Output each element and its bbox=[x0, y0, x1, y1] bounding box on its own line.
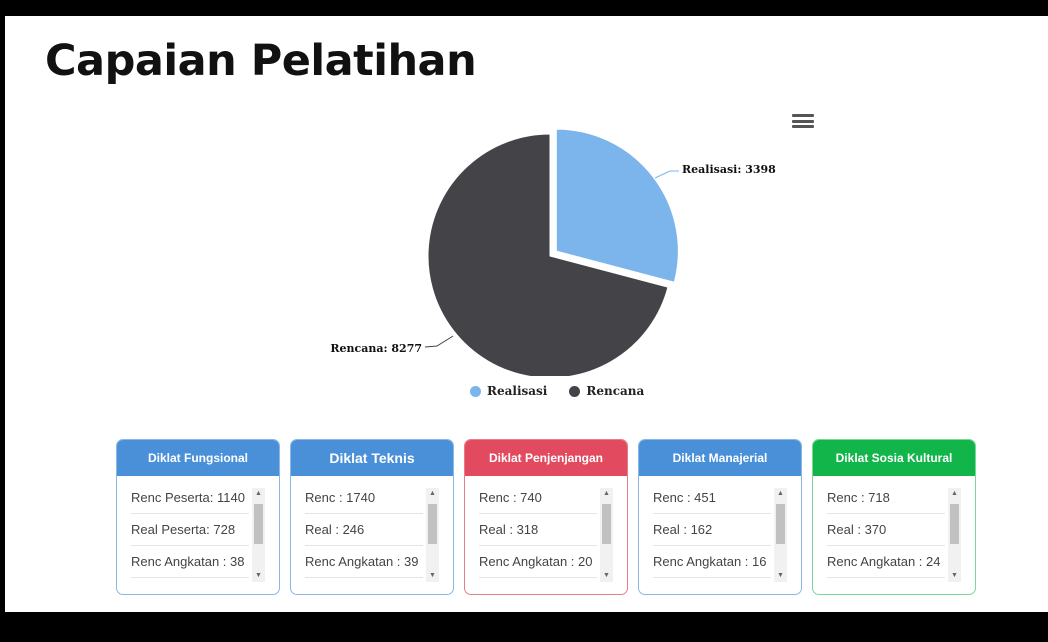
list-item: Real : 370 bbox=[827, 514, 945, 546]
scrollbar-thumb[interactable] bbox=[776, 504, 785, 544]
list-item: Renc Peserta: 1140 bbox=[131, 482, 249, 514]
scroll-down-arrow-icon[interactable]: ▼ bbox=[951, 572, 958, 579]
scrollbar-thumb[interactable] bbox=[254, 504, 263, 544]
card-list[interactable]: Renc : 451 Real : 162 Renc Angkatan : 16 ▲ ▼ bbox=[639, 476, 801, 582]
scroll-up-arrow-icon[interactable]: ▲ bbox=[429, 490, 436, 497]
list-item: Real Peserta: 728 bbox=[131, 514, 249, 546]
scrollbar[interactable]: ▲ ▼ bbox=[948, 488, 961, 582]
list-item: Renc Angkatan : 24 bbox=[827, 546, 945, 578]
list-item: Renc Angkatan : 20 bbox=[479, 546, 597, 578]
list-item: Real : 318 bbox=[479, 514, 597, 546]
scrollbar[interactable]: ▲ ▼ bbox=[774, 488, 787, 582]
legend-item-rencana[interactable]: Rencana bbox=[569, 384, 644, 398]
card-title: Diklat Manajerial bbox=[639, 440, 801, 476]
connector-rencana bbox=[424, 335, 454, 348]
connector-realisasi bbox=[654, 170, 679, 179]
card-list[interactable]: Renc : 718 Real : 370 Renc Angkatan : 24 ▲ ▼ bbox=[813, 476, 975, 582]
card-title: Diklat Sosia Kultural bbox=[813, 440, 975, 476]
scroll-down-arrow-icon[interactable]: ▼ bbox=[255, 572, 262, 579]
chart-legend: Realisasi Rencana bbox=[470, 384, 644, 398]
scroll-down-arrow-icon[interactable]: ▼ bbox=[603, 572, 610, 579]
card-diklat-fungsional: Diklat Fungsional Renc Peserta: 1140 Real … bbox=[116, 439, 280, 595]
card-title: Diklat Fungsional bbox=[117, 440, 279, 476]
data-label-rencana: Rencana: 8277 bbox=[330, 342, 422, 355]
pie-chart: Realisasi: 3398 Rencana: 8277 bbox=[330, 128, 776, 376]
slide-canvas: Capaian Pelatihan Realisasi: 3398 Rencana… bbox=[5, 16, 1048, 612]
hamburger-menu-icon[interactable] bbox=[792, 112, 814, 130]
scrollbar[interactable]: ▲ ▼ bbox=[600, 488, 613, 582]
card-diklat-sosia-kultural: Diklat Sosia Kultural Renc : 718 Real : 37… bbox=[812, 439, 976, 595]
list-item: Renc : 740 bbox=[479, 482, 597, 514]
data-label-realisasi: Realisasi: 3398 bbox=[682, 163, 776, 176]
card-title: Diklat Penjenjangan bbox=[465, 440, 627, 476]
list-item: Renc : 718 bbox=[827, 482, 945, 514]
scroll-down-arrow-icon[interactable]: ▼ bbox=[777, 572, 784, 579]
scrollbar[interactable]: ▲ ▼ bbox=[252, 488, 265, 582]
list-item: Renc Angkatan : 16 bbox=[653, 546, 771, 578]
card-diklat-penjenjangan: Diklat Penjenjangan Renc : 740 Real : 318 R… bbox=[464, 439, 628, 595]
pie-slice-realisasi[interactable] bbox=[555, 128, 679, 283]
list-item: Renc Angkatan : 38 bbox=[131, 546, 249, 578]
card-list[interactable]: Renc Peserta: 1140 Real Peserta: 728 Renc … bbox=[117, 476, 279, 582]
scrollbar-thumb[interactable] bbox=[602, 504, 611, 544]
list-item: Renc Angkatan : 39 bbox=[305, 546, 423, 578]
scroll-up-arrow-icon[interactable]: ▲ bbox=[777, 490, 784, 497]
scrollbar-thumb[interactable] bbox=[428, 504, 437, 544]
scrollbar[interactable]: ▲ ▼ bbox=[426, 488, 439, 582]
scroll-up-arrow-icon[interactable]: ▲ bbox=[255, 490, 262, 497]
scrollbar-thumb[interactable] bbox=[950, 504, 959, 544]
list-item: Real : 162 bbox=[653, 514, 771, 546]
legend-label-rencana: Rencana bbox=[586, 384, 645, 398]
list-item: Renc : 451 bbox=[653, 482, 771, 514]
card-diklat-manajerial: Diklat Manajerial Renc : 451 Real : 162 Ren… bbox=[638, 439, 802, 595]
scroll-down-arrow-icon[interactable]: ▼ bbox=[429, 572, 436, 579]
legend-item-realisasi[interactable]: Realisasi bbox=[470, 384, 547, 398]
page-title: Capaian Pelatihan bbox=[45, 36, 477, 86]
list-item: Real : 246 bbox=[305, 514, 423, 546]
card-title: Diklat Teknis bbox=[291, 440, 453, 476]
legend-label-realisasi: Realisasi bbox=[487, 384, 548, 398]
scroll-up-arrow-icon[interactable]: ▲ bbox=[951, 490, 958, 497]
scroll-up-arrow-icon[interactable]: ▲ bbox=[603, 490, 610, 497]
card-diklat-teknis: Diklat Teknis Renc : 1740 Real : 246 Renc A… bbox=[290, 439, 454, 595]
legend-marker-rencana bbox=[569, 385, 581, 397]
card-list[interactable]: Renc : 740 Real : 318 Renc Angkatan : 20 ▲ ▼ bbox=[465, 476, 627, 582]
legend-marker-realisasi bbox=[470, 385, 481, 397]
list-item: Renc : 1740 bbox=[305, 482, 423, 514]
pie-slice-rencana[interactable] bbox=[427, 133, 669, 376]
card-list[interactable]: Renc : 1740 Real : 246 Renc Angkatan : 39 ▲… bbox=[291, 476, 453, 582]
